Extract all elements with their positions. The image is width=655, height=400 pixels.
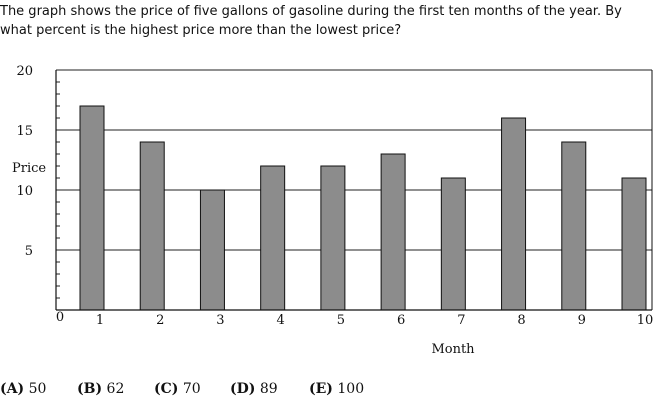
x-tick-label-5: 5	[337, 313, 345, 328]
y-tick-label-20: 20	[16, 64, 33, 79]
choice-a-letter: (A)	[0, 381, 25, 397]
bar-month-5	[320, 165, 346, 311]
bar-month-1	[79, 105, 105, 311]
x-tick-label-6: 6	[397, 313, 405, 328]
y-tick-label-15: 15	[16, 124, 33, 139]
choice-d-value: 89	[259, 381, 278, 397]
question-text: The graph shows the price of five gallon…	[0, 4, 622, 38]
chart-labels: 5 10 15 20 Price 0 1 2 3 4 5 6 7 8 9 10 Month	[12, 64, 653, 357]
choice-c[interactable]: (C) 70	[154, 380, 230, 400]
x-tick-label-3: 3	[216, 313, 224, 328]
chart-bars	[79, 105, 647, 311]
bar-month-2	[139, 141, 165, 311]
y-axis-minor-ticks	[56, 81, 60, 299]
bar-month-7	[440, 177, 466, 311]
bar-month-3	[199, 189, 225, 311]
x-tick-label-10: 10	[637, 313, 654, 328]
choice-e[interactable]: (E) 100	[309, 380, 389, 400]
bar-month-4	[260, 165, 286, 311]
x-tick-label-9: 9	[578, 313, 586, 328]
bar-month-8	[501, 117, 527, 311]
y-tick-label-10: 10	[16, 184, 33, 199]
x-axis-label: Month	[431, 342, 475, 357]
choice-e-letter: (E)	[309, 381, 333, 397]
x-origin-label: 0	[56, 310, 64, 325]
choice-a-value: 50	[28, 381, 47, 397]
x-tick-label-8: 8	[517, 313, 525, 328]
choice-c-value: 70	[182, 381, 201, 397]
y-axis-label: Price	[12, 161, 46, 176]
y-tick-label-5: 5	[25, 244, 33, 259]
choice-c-letter: (C)	[154, 381, 179, 397]
choice-d-letter: (D)	[230, 381, 256, 397]
x-tick-label-1: 1	[96, 313, 104, 328]
x-tick-label-7: 7	[457, 313, 465, 328]
bar-month-10	[621, 177, 647, 311]
x-tick-label-2: 2	[156, 313, 164, 328]
choice-b-letter: (B)	[77, 381, 103, 397]
choice-a[interactable]: (A) 50	[0, 380, 77, 400]
x-tick-label-4: 4	[277, 313, 285, 328]
choice-e-value: 100	[337, 381, 365, 397]
choice-b-value: 62	[106, 381, 125, 397]
choice-b[interactable]: (B) 62	[77, 380, 154, 400]
answer-choices: (A) 50 (B) 62 (C) 70 (D) 89 (E) 100	[0, 380, 389, 400]
bar-month-6	[380, 153, 406, 311]
choice-d[interactable]: (D) 89	[230, 380, 309, 400]
bar-month-9	[561, 141, 587, 311]
chart-axes	[55, 70, 653, 311]
